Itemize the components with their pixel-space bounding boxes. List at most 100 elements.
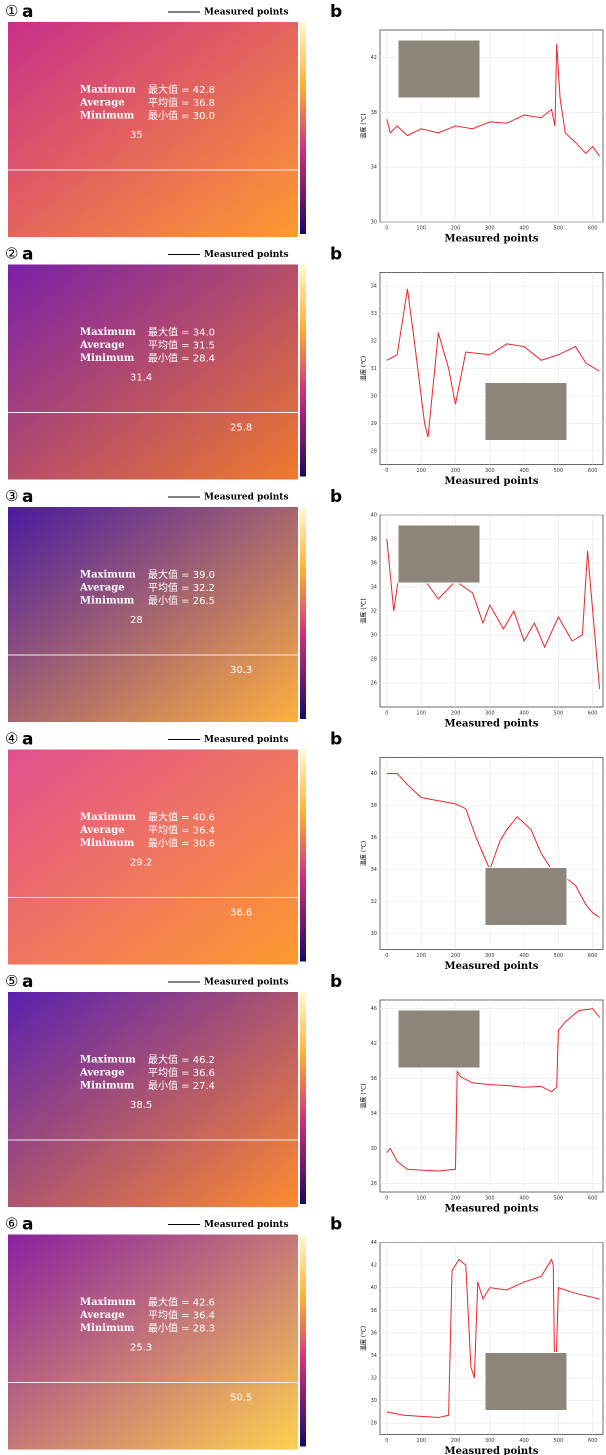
point-label: 29.2 (130, 858, 152, 869)
stat-name: Minimum (80, 1323, 135, 1334)
x-axis-label: Measured points (445, 476, 539, 487)
color-bar (300, 1235, 306, 1447)
stat-name: Maximum (80, 85, 136, 96)
x-tick-label: 100 (416, 226, 426, 232)
thermal-image (8, 22, 298, 237)
x-tick-label: 300 (485, 468, 495, 474)
color-bar (300, 750, 306, 962)
y-axis-label: 温度 (℃) (360, 1083, 368, 1108)
x-tick-label: 0 (385, 953, 388, 959)
y-tick-label: 30 (371, 393, 377, 399)
y-tick-label: 36 (371, 1330, 377, 1336)
x-tick-label: 0 (385, 468, 388, 474)
y-tick-label: 28 (371, 657, 377, 663)
x-tick-label: 0 (385, 1438, 388, 1444)
x-tick-label: 200 (451, 953, 461, 959)
y-tick-label: 32 (371, 339, 377, 345)
y-tick-label: 38 (371, 1076, 377, 1082)
point-label: 35 (130, 130, 143, 141)
inset-photo (398, 1010, 480, 1068)
thermal-image (8, 992, 298, 1207)
y-tick-label: 38 (371, 110, 377, 116)
panel-number: ⑤ (5, 972, 18, 990)
y-tick-label: 28 (371, 448, 377, 454)
panel-label-a: a (22, 2, 33, 22)
y-tick-label: 32 (371, 899, 377, 905)
x-tick-label: 0 (385, 1196, 388, 1202)
x-tick-label: 200 (451, 1196, 461, 1202)
panel-number: ④ (5, 730, 18, 748)
thermal-image (8, 265, 298, 480)
y-tick-label: 28 (371, 1421, 377, 1427)
point-label: 25.3 (130, 1343, 152, 1354)
panel-label-b: b (330, 730, 342, 750)
panel-label-a: a (22, 730, 33, 750)
color-bar (300, 22, 306, 234)
panel-number: ③ (5, 487, 18, 505)
y-tick-label: 30 (371, 1398, 377, 1404)
stat-name: Maximum (80, 1297, 136, 1308)
x-tick-label: 500 (554, 1438, 564, 1444)
y-tick-label: 30 (371, 220, 377, 226)
x-tick-label: 600 (588, 953, 598, 959)
y-axis-label: 温度 (℃) (360, 1326, 368, 1351)
point-label: 38.5 (130, 1100, 152, 1111)
stat-value: 最大值 = 34.0 (148, 326, 215, 339)
color-bar (300, 992, 306, 1204)
point-label: 31.4 (130, 373, 152, 384)
y-tick-label: 44 (371, 1240, 377, 1246)
y-tick-label: 40 (371, 513, 377, 519)
legend-text: Measured points (204, 493, 289, 503)
point-label: 25.8 (230, 423, 252, 434)
x-tick-label: 200 (451, 226, 461, 232)
x-tick-label: 200 (451, 711, 461, 717)
y-tick-label: 33 (371, 311, 377, 317)
x-axis-label: Measured points (445, 234, 539, 245)
y-tick-label: 38 (371, 803, 377, 809)
thermal-image (8, 1235, 298, 1450)
x-tick-label: 100 (416, 711, 426, 717)
x-tick-label: 100 (416, 468, 426, 474)
color-bar (300, 265, 306, 477)
panel-number: ① (5, 2, 18, 20)
stat-value: 平均值 = 32.2 (148, 581, 215, 594)
x-tick-label: 0 (385, 711, 388, 717)
x-tick-label: 600 (588, 226, 598, 232)
stat-name: Maximum (80, 570, 136, 581)
point-label: 50.5 (230, 1393, 252, 1404)
panel-label-b: b (330, 2, 342, 22)
stat-value: 最大值 = 40.6 (148, 811, 215, 824)
stat-name: Average (79, 825, 125, 836)
y-tick-label: 40 (371, 771, 377, 777)
stat-value: 平均值 = 36.8 (148, 96, 215, 109)
x-tick-label: 300 (485, 1438, 495, 1444)
color-bar (300, 507, 306, 719)
panel-label-a: a (22, 245, 33, 265)
stat-name: Minimum (80, 1081, 135, 1092)
point-label: 30.3 (230, 665, 252, 676)
y-tick-label: 38 (371, 537, 377, 543)
panel-label-a: a (22, 487, 33, 507)
inset-photo (398, 40, 480, 98)
x-tick-label: 400 (519, 1196, 529, 1202)
y-axis-label: 温度 (℃) (360, 598, 368, 623)
y-axis-label: 温度 (℃) (360, 113, 368, 138)
y-tick-label: 34 (371, 284, 377, 290)
y-tick-label: 38 (371, 1308, 377, 1314)
stat-name: Maximum (80, 1055, 136, 1066)
y-tick-label: 26 (371, 1181, 377, 1187)
stat-value: 平均值 = 36.4 (148, 824, 215, 837)
x-tick-label: 500 (554, 468, 564, 474)
x-tick-label: 500 (554, 226, 564, 232)
thermal-image (8, 507, 298, 722)
panel-label-a: a (22, 1215, 33, 1235)
stat-name: Maximum (80, 812, 136, 823)
x-tick-label: 200 (451, 468, 461, 474)
stat-name: Minimum (80, 353, 135, 364)
stat-value: 平均值 = 31.5 (148, 339, 215, 352)
